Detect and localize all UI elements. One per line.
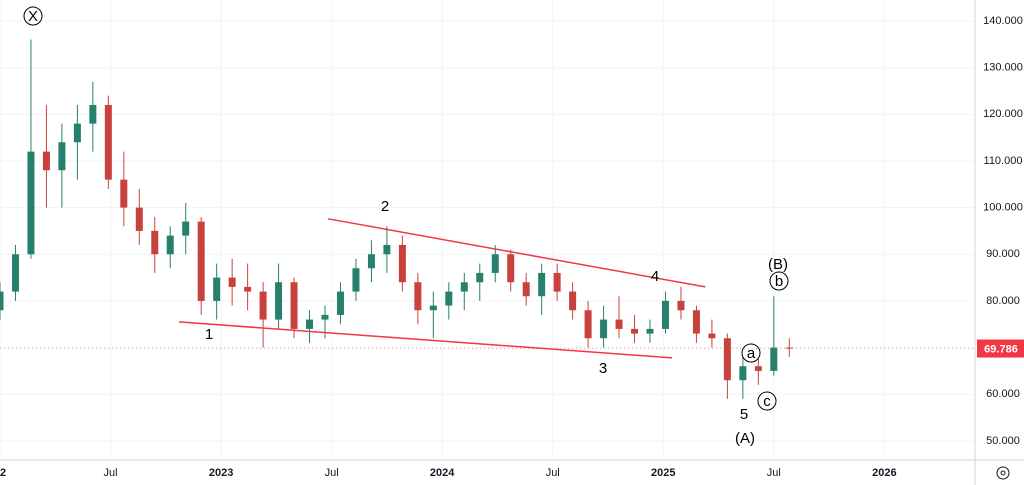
candle-body — [336, 291, 344, 315]
y-tick-label: 60.000 — [986, 388, 1020, 400]
candle-body — [89, 104, 97, 124]
candle-body — [445, 291, 453, 306]
wave-label: a — [747, 345, 756, 362]
settings-icon[interactable] — [996, 466, 1010, 480]
candle-body — [197, 221, 205, 301]
candle-body — [11, 254, 19, 292]
grid — [0, 0, 975, 460]
candle-body — [429, 305, 437, 311]
candle-body — [259, 291, 267, 320]
wave-label: 3 — [599, 360, 607, 377]
candle-body — [182, 221, 190, 236]
candle-body — [708, 333, 716, 339]
x-tick-label: 22 — [0, 467, 6, 479]
y-tick-label: 100.000 — [983, 202, 1023, 214]
candle-body — [661, 300, 669, 329]
wave-label: 4 — [651, 268, 659, 285]
candle-body — [367, 254, 375, 269]
y-tick-label: 110.000 — [984, 155, 1023, 167]
candle-body — [166, 235, 174, 255]
last-price-tag — [977, 339, 1024, 358]
candle-body — [306, 319, 314, 329]
candle-body — [42, 151, 50, 171]
wave-label-circle — [769, 271, 789, 291]
y-tick-label: 50.000 — [986, 435, 1020, 447]
x-tick-label: 2023 — [209, 467, 233, 479]
wave-label-circle — [741, 343, 761, 363]
candle-body — [569, 291, 577, 311]
candle-body — [507, 254, 515, 283]
wave-label-circle — [23, 6, 43, 26]
candle-body — [615, 319, 623, 329]
y-tick-label: 120.000 — [983, 108, 1023, 120]
candle-body — [646, 328, 654, 334]
candle-body — [352, 268, 360, 292]
candle-body — [275, 282, 283, 320]
candle-body — [522, 282, 530, 297]
x-tick-label: Jul — [546, 467, 560, 479]
candle-body — [151, 230, 159, 255]
wave-label: (A) — [735, 430, 755, 447]
y-tick-label: 80.000 — [986, 295, 1020, 307]
candle-body — [213, 277, 221, 301]
candle-body — [383, 244, 391, 255]
wave-label: 1 — [205, 326, 213, 343]
wave-label: c — [763, 393, 771, 410]
x-tick-label: 2025 — [651, 467, 675, 479]
candle-body — [631, 328, 639, 334]
candle-body — [754, 366, 762, 371]
candle-body — [476, 272, 484, 283]
candle-body — [244, 286, 252, 292]
candle-body — [321, 314, 329, 320]
y-tick-label: 140.000 — [983, 15, 1023, 27]
wave-label: X — [28, 8, 38, 25]
y-tick-label: 130.000 — [983, 62, 1023, 74]
wave-label: 5 — [740, 406, 748, 423]
candle-body — [460, 282, 468, 292]
wave-label-circle — [757, 391, 777, 411]
x-tick-label: Jul — [767, 467, 781, 479]
x-tick-label: 2026 — [872, 467, 896, 479]
candle-body — [538, 272, 546, 297]
last-price-label: 69.786 — [984, 343, 1018, 355]
candle-body — [785, 347, 793, 349]
candle-body — [0, 291, 4, 311]
wave-label: 2 — [381, 198, 389, 215]
x-tick-label: 2024 — [430, 467, 455, 479]
candle-body — [228, 277, 236, 287]
candle-body — [692, 310, 700, 334]
trendline — [179, 321, 673, 359]
settings-icon-center — [1000, 470, 1006, 476]
candle-body — [414, 282, 422, 311]
candle-body — [491, 254, 499, 273]
candle-body — [770, 347, 778, 371]
wave-label: b — [775, 273, 783, 290]
candle-body — [584, 310, 592, 339]
candle-body — [135, 207, 143, 231]
candle-body — [600, 319, 608, 339]
x-tick-label: Jul — [325, 467, 339, 479]
candle-body — [104, 104, 112, 180]
y-tick-label: 90.000 — [986, 248, 1020, 260]
x-tick-label: Jul — [104, 467, 118, 479]
candle-body — [723, 338, 731, 381]
candle-body — [58, 142, 66, 171]
trendline — [327, 218, 706, 288]
wave-label: (B) — [768, 256, 788, 273]
candle-body — [398, 244, 406, 283]
candle-body — [553, 272, 561, 292]
candle-body — [120, 179, 128, 208]
candle-body — [73, 123, 81, 143]
candle-body — [290, 282, 298, 329]
candle-body — [739, 366, 747, 381]
candle-body — [677, 300, 685, 311]
candle-body — [27, 151, 35, 255]
